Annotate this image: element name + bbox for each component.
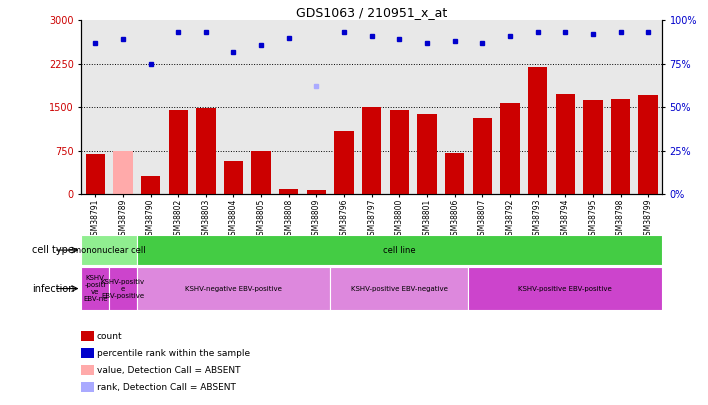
Bar [251,151,270,194]
Bar [224,161,243,194]
Title: GDS1063 / 210951_x_at: GDS1063 / 210951_x_at [296,6,447,19]
Bar [501,103,520,194]
Bar [81,235,137,265]
Bar [141,176,160,194]
Bar [611,99,630,194]
Bar [389,110,409,194]
Bar [528,67,547,194]
Text: KSHV-negative EBV-positive: KSHV-negative EBV-positive [185,286,282,292]
Text: mononuclear cell: mononuclear cell [73,245,145,255]
Bar [196,109,215,194]
Text: KSHV-positive EBV-negative: KSHV-positive EBV-negative [351,286,447,292]
Text: infection: infection [32,284,74,294]
Bar [362,107,382,194]
Text: KSHV
-positi
ve
EBV-ne: KSHV -positi ve EBV-ne [83,275,108,302]
Bar [417,114,437,194]
Bar [113,151,132,194]
Text: percentile rank within the sample: percentile rank within the sample [97,349,250,358]
Text: cell type: cell type [33,245,74,255]
Bar [639,94,658,194]
Bar [86,154,105,194]
Bar [279,189,299,194]
Text: value, Detection Call = ABSENT: value, Detection Call = ABSENT [97,366,241,375]
Bar [583,100,603,194]
Bar [330,267,469,310]
Bar [307,190,326,194]
Text: rank, Detection Call = ABSENT: rank, Detection Call = ABSENT [97,383,236,392]
Text: count: count [97,332,122,341]
Bar [445,153,464,194]
Text: cell line: cell line [383,245,416,255]
Bar [469,267,662,310]
Bar [473,118,492,194]
Bar [169,110,188,194]
Text: KSHV-positive EBV-positive: KSHV-positive EBV-positive [518,286,612,292]
Bar [334,130,354,194]
Bar [556,94,575,194]
Bar [109,267,137,310]
Text: KSHV-positiv
e
EBV-positive: KSHV-positiv e EBV-positive [101,279,145,298]
Bar [81,267,109,310]
Bar [137,267,330,310]
